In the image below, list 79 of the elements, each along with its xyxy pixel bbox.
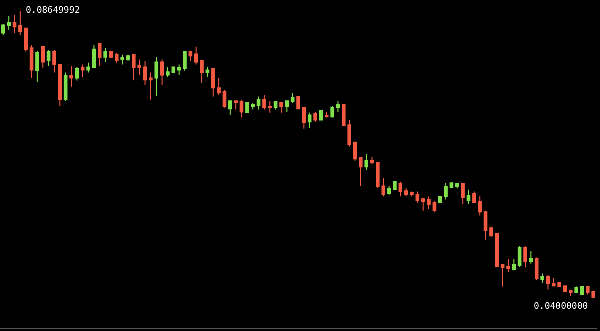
candlestick [563,286,568,292]
candlestick [574,286,578,294]
candlestick [274,101,278,110]
candlestick [546,274,550,290]
candlestick [421,197,426,212]
candlestick [46,49,51,66]
candlestick [228,100,232,116]
candlestick [529,251,534,264]
candlestick [330,106,334,118]
candlestick [540,273,544,284]
candlestick [120,54,124,66]
candlestick [126,54,130,62]
candlestick [41,46,46,68]
candlestick [569,290,573,296]
candlestick [404,188,408,198]
candlestick [534,257,539,282]
candlestick [506,258,510,274]
candlestick [450,182,454,189]
candlestick [64,72,68,102]
candlestick [296,96,300,110]
candlestick [308,112,312,129]
candlestick [484,210,488,240]
candlestick [104,48,108,63]
candlestick [393,181,397,190]
candlestick [280,102,284,114]
candlestick [324,112,329,118]
candlestick [580,286,584,296]
candlestick [154,56,159,97]
candlestick [466,189,471,205]
candlestick [92,44,96,68]
candlestick [370,156,374,166]
candlestick [359,157,363,187]
candlestick [115,52,119,64]
candlestick [285,100,290,113]
candlestick [314,112,318,123]
annotation: 0.08649992 [26,6,80,16]
candlestick [353,141,358,162]
candlestick [52,49,56,74]
candlestick [302,107,306,130]
candlestick [234,100,238,110]
candlestick [518,246,522,268]
candlestick [177,64,182,76]
candlestick [387,186,392,196]
candlestick [75,66,80,82]
candlestick [30,44,34,79]
candlestick [290,92,295,104]
candlestick [500,264,505,288]
candlestick [183,50,187,72]
candlestick [512,258,516,272]
candlestick [194,46,198,66]
candlestick [206,66,210,78]
candlestick [58,64,62,107]
candlestick [166,66,170,78]
candlestick [222,90,227,108]
candlestick [456,182,460,190]
candlestick [416,191,420,204]
candlestick [98,43,102,66]
candlestick [172,66,176,74]
candlestick [12,14,17,34]
candlestick [364,154,368,171]
candlestick [149,72,153,100]
candlestick [86,62,90,74]
candlestick [461,182,465,205]
candlestick [200,60,204,84]
candlestick [80,64,85,78]
candlestick [143,60,148,86]
candlestick [188,51,193,62]
candlestick [524,246,528,268]
candlestick [432,201,437,213]
candlestick [36,50,40,82]
candlestick [427,196,431,210]
candlestick [410,191,414,198]
candlestick [160,59,164,86]
candlestick [70,65,74,88]
annotation: 0.04000000 [534,302,588,312]
candlestick [240,99,244,118]
candlestick [398,181,403,198]
candlestick [256,96,261,110]
candlestick [336,100,340,113]
